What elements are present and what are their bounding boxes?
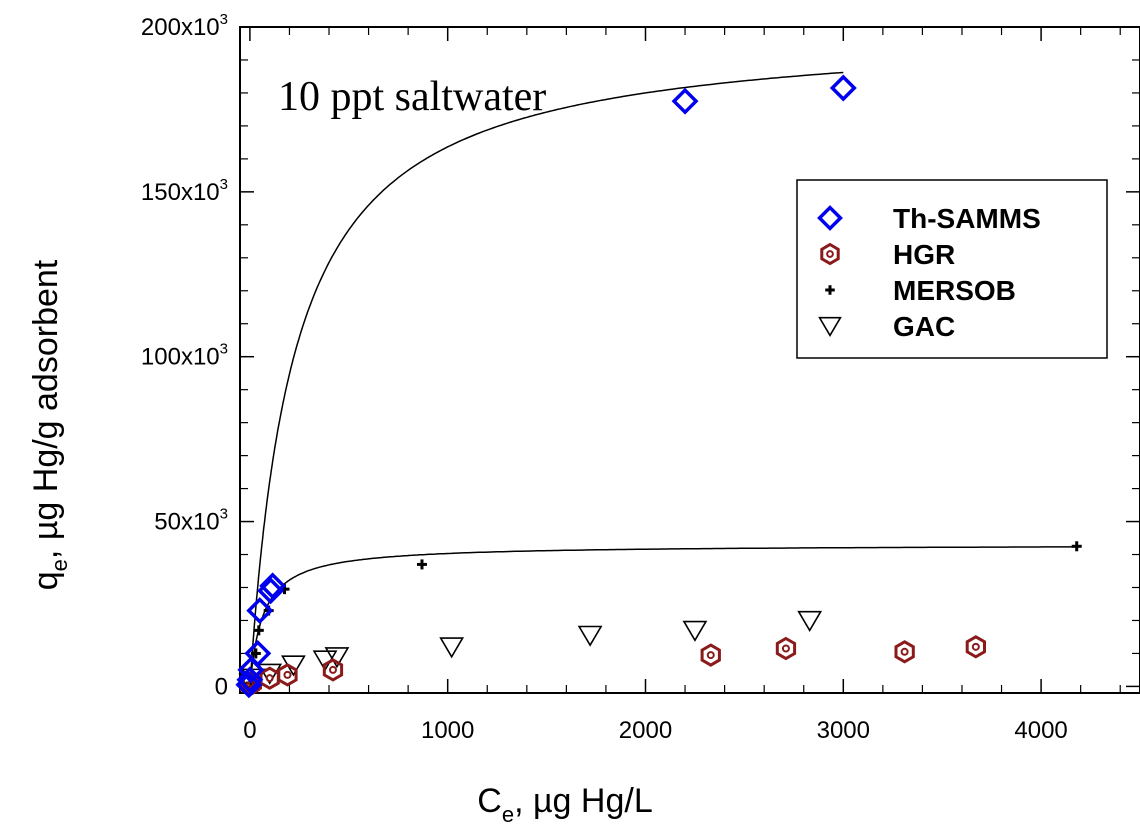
point-th-samms: [832, 77, 854, 99]
point-gac: [579, 627, 601, 646]
hexagon-marker: [967, 637, 984, 657]
fit-curve: [250, 73, 843, 687]
triangle-marker: [799, 612, 821, 631]
hexagon-marker: [261, 668, 278, 688]
y-tick-label: 150x103: [141, 176, 228, 206]
point-th-samms: [674, 90, 696, 112]
legend-label-mersob: MERSOB: [893, 275, 1016, 306]
x-tick-label: 0: [243, 717, 256, 744]
hexagon-center: [902, 649, 908, 655]
y-axis-title: qe, µg Hg/g adsorbent: [27, 259, 72, 590]
x-tick-label: 3000: [817, 717, 870, 744]
point-hgr: [967, 637, 984, 657]
hexagon-center: [330, 667, 336, 673]
triangle-marker: [684, 622, 706, 641]
point-hgr: [324, 660, 341, 680]
x-tick-label: 4000: [1014, 717, 1067, 744]
axes: 0 1000 2000 3000 4000 0 50x103 100x103 150x103 20…: [141, 11, 1140, 744]
hexagon-center: [708, 652, 714, 658]
fit-curve: [250, 547, 1077, 687]
legend-label-th-samms: Th-SAMMS: [893, 203, 1041, 234]
point-mersob: [254, 625, 264, 635]
y-tick-label: 0: [215, 673, 228, 700]
diamond-marker: [832, 77, 854, 99]
hexagon-center: [973, 644, 979, 650]
legend-label-gac: GAC: [893, 311, 955, 342]
point-gac: [799, 612, 821, 631]
hexagon-center: [284, 672, 290, 678]
point-gac: [441, 638, 463, 657]
hexagon-marker: [324, 660, 341, 680]
x-tick-label: 2000: [619, 717, 672, 744]
y-tick-label: 100x103: [141, 341, 228, 371]
fit-curves: [250, 73, 1077, 687]
x-axis-title: Ce, µg Hg/L: [477, 782, 652, 827]
triangle-marker: [579, 627, 601, 646]
x-tick-label: 1000: [421, 717, 474, 744]
annotation-text: 10 ppt saltwater: [278, 74, 546, 120]
y-tick-label: 50x103: [154, 506, 228, 536]
point-hgr: [702, 645, 719, 665]
legend-label-hgr: HGR: [893, 239, 955, 270]
plot-frame: [240, 27, 1140, 693]
point-hgr: [896, 642, 913, 662]
hexagon-marker: [777, 639, 794, 659]
y-tick-label: 200x103: [141, 11, 228, 41]
hexagon-center: [783, 645, 789, 651]
data-points: [238, 77, 1082, 696]
hexagon-marker: [896, 642, 913, 662]
point-mersob: [1072, 541, 1082, 551]
hexagon-marker: [702, 645, 719, 665]
legend: Th-SAMMS HGR MERSOB GAC: [797, 180, 1107, 358]
hexagon-center: [267, 675, 273, 681]
triangle-marker: [441, 638, 463, 657]
point-hgr: [777, 639, 794, 659]
point-mersob: [417, 559, 427, 569]
point-gac: [684, 622, 706, 641]
point-hgr: [261, 668, 278, 688]
diamond-marker: [674, 90, 696, 112]
